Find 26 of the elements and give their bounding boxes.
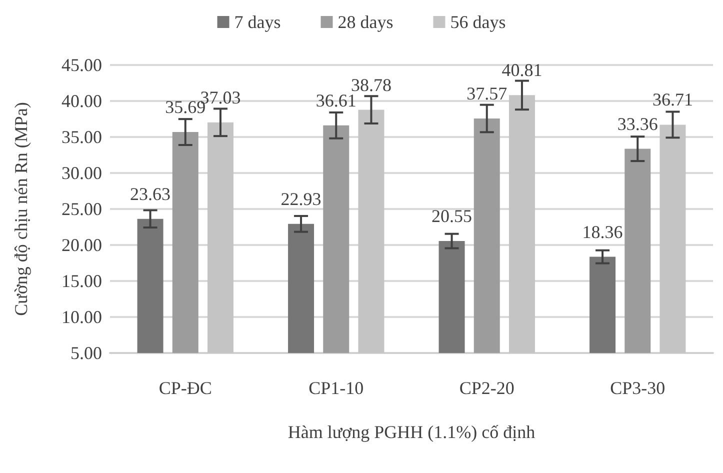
data-label: 33.36 bbox=[617, 114, 658, 134]
y-tick-label: 20.00 bbox=[62, 235, 102, 255]
data-label: 18.36 bbox=[582, 222, 623, 242]
y-tick-label: 15.00 bbox=[62, 271, 102, 291]
y-tick-label: 10.00 bbox=[62, 307, 102, 327]
data-label: 37.57 bbox=[466, 83, 508, 104]
data-label: 40.81 bbox=[502, 60, 542, 80]
legend-label: 28 days bbox=[338, 12, 394, 32]
x-axis-title: Hàm lượng PGHH (1.1%) cố định bbox=[288, 422, 536, 442]
x-tick-label: CP-ĐC bbox=[158, 378, 212, 398]
x-tick-label: CP2-20 bbox=[459, 378, 514, 398]
y-axis-title: Cường độ chịu nén Rn (MPa) bbox=[11, 102, 31, 316]
y-tick-label: 45.00 bbox=[62, 55, 102, 75]
x-tick-label: CP1-10 bbox=[308, 378, 364, 398]
data-label: 23.63 bbox=[130, 184, 171, 204]
y-tick-label: 30.00 bbox=[62, 163, 102, 183]
data-label: 22.93 bbox=[280, 188, 322, 209]
data-label: 20.55 bbox=[432, 206, 472, 226]
legend-label: 7 days bbox=[234, 12, 281, 32]
y-tick-label: 25.00 bbox=[62, 199, 102, 219]
y-tick-label: 35.00 bbox=[62, 127, 102, 147]
x-tick-label: CP3-30 bbox=[610, 378, 666, 398]
legend-label: 56 days bbox=[450, 12, 506, 32]
y-tick-label: 40.00 bbox=[62, 91, 102, 111]
y-tick-label: 5.00 bbox=[70, 343, 102, 363]
data-label: 36.71 bbox=[652, 90, 693, 110]
